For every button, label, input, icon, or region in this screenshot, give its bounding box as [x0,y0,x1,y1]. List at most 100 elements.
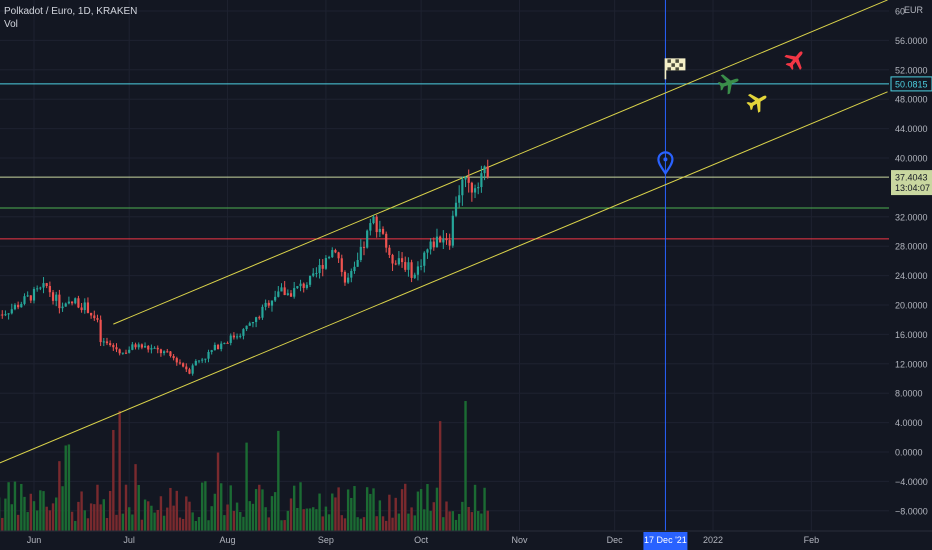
candle-body [258,317,261,319]
volume-bar [388,494,391,531]
volume-bar [89,503,93,531]
candle-body [454,202,458,216]
candle-body [55,294,58,301]
volume-bar [315,509,318,531]
candles [0,159,489,376]
volume-bar [369,493,372,531]
candle-body [473,188,477,193]
candle-body [274,296,277,301]
y-axis[interactable]: 60 56.0000 52.0000 48.0000 44.0000 40.0000 32.… [889,0,932,550]
volume-bar [162,515,166,531]
candle-body [312,273,315,276]
level-price-tag[interactable] [890,76,932,92]
airplane-icon[interactable] [744,87,772,115]
y-tick-label: 40.0000 [895,154,928,164]
candle-body [210,350,213,352]
icons[interactable] [657,45,810,176]
volume-bar [397,513,401,531]
volume-bar [305,508,309,531]
volume-bar [423,509,426,531]
volume-bar [45,506,48,531]
volume-bar [23,496,26,531]
volume-bar [280,520,283,531]
candle-body [96,318,99,320]
candle-body [467,177,470,183]
volume-bar [166,507,169,531]
y-tick-label: 20.0000 [895,301,928,311]
candle-body [140,344,143,348]
horizontal-lines[interactable] [0,83,889,240]
volume-bar [470,512,474,531]
channel-lines[interactable] [0,0,888,464]
candle-body [359,246,362,261]
candle-body [426,249,429,253]
flag-icon[interactable] [664,58,686,80]
volume-bar [232,510,236,531]
volume-bar [381,516,385,531]
candle-body [121,352,124,354]
volume-bar [464,401,467,531]
volume-bar [102,499,106,531]
candle-body [185,366,188,370]
volume-bar [327,514,331,531]
candle-body [58,294,61,309]
currency-label[interactable]: EUR [904,5,924,15]
candle-body [410,262,413,278]
candle-body [99,319,102,343]
channel-line-upper[interactable] [113,0,888,325]
volume-bar [150,505,153,531]
y-tick-label: 0.0000 [895,448,923,458]
candle-body [17,304,20,308]
candle-body [4,314,7,316]
volume-label[interactable]: Vol [4,19,18,30]
x-tick-label: Oct [414,535,429,545]
volume-bar [385,520,388,531]
volume-bar [181,518,185,531]
candle-body [115,347,118,350]
volume-bar [486,510,489,531]
volume-bar [121,513,125,531]
candle-body [442,238,445,243]
volume-bar [16,514,20,531]
candle-body [39,287,42,289]
volume-bar [273,492,277,531]
volume-bar [267,517,271,531]
candle-body [470,182,473,193]
volume-bar [115,514,118,531]
volume-bar [159,496,163,531]
x-tick-label: Jun [27,535,42,545]
airplane-icon[interactable] [781,45,810,74]
last-price-tag[interactable] [891,170,932,196]
candle-body [331,250,334,258]
location-pin-icon[interactable] [657,151,674,176]
candle-body [299,283,302,287]
volume-bar [131,514,134,531]
channel-line-lower[interactable] [0,91,888,465]
symbol-title[interactable]: Polkadot / Euro, 1D, KRAKEN [4,6,138,17]
candle-body [7,313,10,315]
candle-body [388,247,391,255]
y-tick-label: 48.0000 [895,95,928,105]
y-tick-label: −8.0000 [895,506,928,516]
volume-bar [39,490,42,531]
candle-body [10,309,13,314]
airplane-icon[interactable] [716,70,742,96]
x-tick-label: Aug [220,535,236,545]
candle-body [416,266,420,275]
candle-body [45,283,48,286]
volume-bar [204,481,207,531]
candle-body [90,312,93,316]
candle-body [229,335,232,343]
candle-body [242,329,245,336]
vertical-line-date-badge[interactable] [643,532,688,550]
candle-body [20,303,23,308]
volume-bar [4,498,7,531]
candle-body [321,265,324,269]
volume-bar [178,517,182,531]
candle-body [486,166,489,178]
level-price-label: 50.0815 [895,79,928,89]
candle-body [356,260,359,267]
candle-body [13,304,17,310]
x-axis[interactable]: Jun Jul Aug Sep Oct Nov Dec 2022 Feb 17 Dec '21 [0,530,932,550]
